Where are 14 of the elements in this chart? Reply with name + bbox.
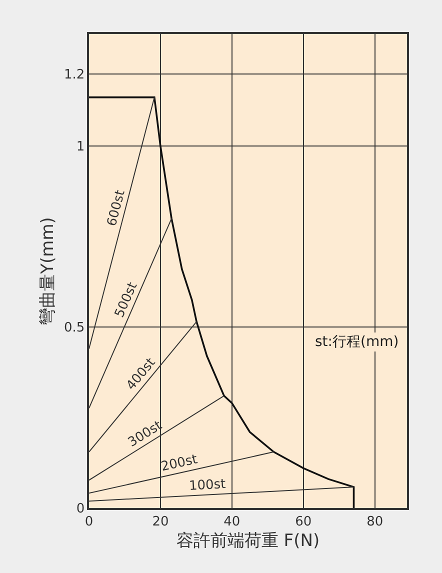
x-axis-title: 容許前端荷重 F(N) [176, 531, 320, 552]
x-tick-label: 40 [224, 514, 240, 530]
text: 200st [160, 452, 199, 475]
y-tick-label: 0 [76, 502, 85, 517]
y-tick-label: 1.2 [64, 67, 85, 82]
x-tick-label: 20 [152, 514, 169, 530]
y-tick-label: 1 [76, 140, 85, 155]
series-label: 100st [188, 477, 226, 494]
y-axis-title: 彎曲量Y(mm) [38, 217, 58, 325]
y-tick-label: 0.5 [64, 320, 85, 336]
x-tick-label: 60 [295, 514, 312, 530]
text: 600st [104, 188, 128, 228]
annotation: st:行程(mm) [315, 334, 399, 350]
x-tick-label: 80 [366, 514, 384, 530]
